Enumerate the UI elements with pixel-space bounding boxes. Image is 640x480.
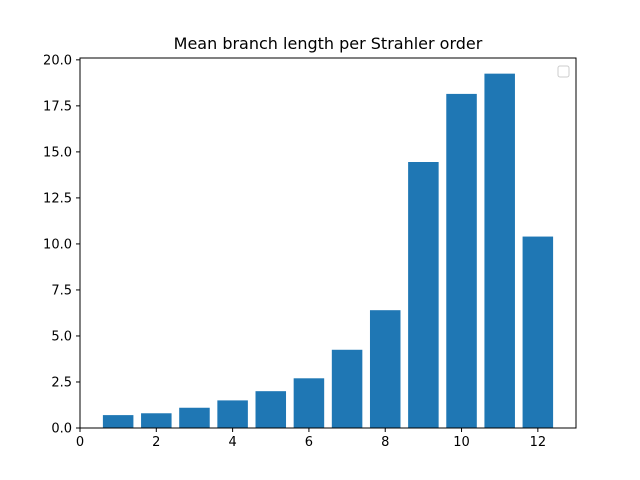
y-tick-label: 10.0: [43, 237, 72, 252]
y-tick-label: 2.5: [51, 375, 72, 390]
y-tick-label: 20.0: [43, 53, 72, 68]
y-tick-label: 0.0: [51, 422, 72, 437]
bar-10: [446, 93, 477, 429]
plot-frame: [79, 57, 577, 429]
y-tick-label: 12.5: [43, 191, 72, 206]
x-tick-label: 6: [305, 435, 313, 450]
bar-7: [331, 349, 363, 428]
y-axis-ticks: 0.0 2.5 5.0 7.5 10.0 12.5 15.0 17.5 20.0: [43, 53, 80, 437]
bar-9: [408, 162, 439, 428]
bar-2: [141, 413, 172, 428]
bar-6: [293, 378, 325, 428]
x-tick-label: 0: [76, 435, 84, 450]
bar-12: [522, 236, 554, 428]
x-tick-label: 2: [152, 435, 160, 450]
x-tick-label: 4: [228, 435, 236, 450]
x-tick-label: 10: [453, 435, 470, 450]
bars-group: [102, 73, 554, 429]
bar-11: [484, 73, 515, 429]
x-tick-label: 12: [530, 435, 547, 450]
y-tick-label: 15.0: [43, 145, 72, 160]
bar-3: [179, 407, 210, 428]
x-axis-ticks: 0 2 4 6 8 10 12: [76, 428, 546, 450]
y-tick-label: 17.5: [43, 99, 72, 114]
bar-5: [255, 391, 287, 428]
bar-1: [102, 415, 134, 428]
y-tick-label: 5.0: [51, 329, 72, 344]
bar-8: [369, 310, 401, 428]
y-tick-label: 7.5: [51, 283, 72, 298]
bar-4: [217, 400, 248, 428]
legend-box: [557, 65, 570, 78]
chart-title: Mean branch length per Strahler order: [174, 34, 483, 53]
x-tick-label: 8: [381, 435, 389, 450]
